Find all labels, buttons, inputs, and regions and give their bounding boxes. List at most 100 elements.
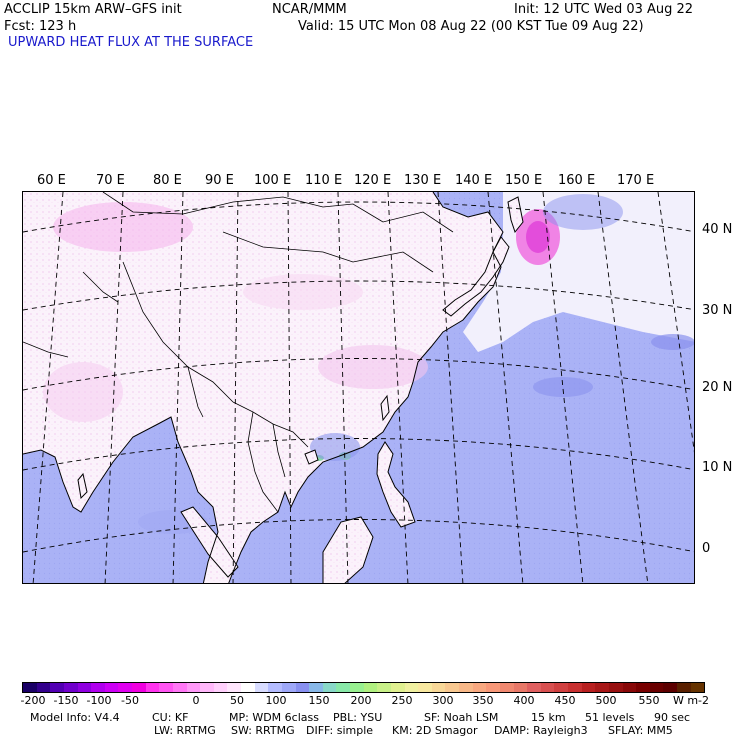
model-info-item: SFLAY: MM5 — [608, 724, 673, 737]
colorbar-swatch — [499, 683, 514, 692]
colorbar-tick: -150 — [53, 694, 79, 707]
land-flux-patch — [43, 362, 123, 422]
colorbar-swatch — [227, 683, 241, 692]
colorbar-swatch — [77, 683, 92, 692]
colorbar-swatch — [513, 683, 528, 692]
lon-label: 60 E — [37, 173, 66, 188]
colorbar-tick: 200 — [350, 694, 372, 707]
colorbar-swatch — [322, 683, 337, 692]
island-sakhalin — [507, 196, 524, 234]
lon-label: 160 E — [558, 173, 596, 188]
colorbar — [22, 682, 705, 693]
colorbar-swatch — [23, 683, 37, 692]
colorbar-swatch — [377, 683, 391, 692]
flux-hotspot-core — [526, 221, 550, 253]
colorbar-swatch — [581, 683, 596, 692]
model-info-item: Model Info: V4.4 — [30, 711, 120, 724]
island-borneo — [322, 516, 374, 583]
lon-label: 100 E — [254, 173, 292, 188]
colorbar-swatch — [241, 683, 255, 692]
model-info-item: KM: 2D Smagor — [392, 724, 478, 737]
graticule — [23, 192, 694, 583]
model-info-item: SW: RRTMG — [231, 724, 295, 737]
lat-label: 0 — [702, 541, 711, 556]
forecast-hour: Fcst: 123 h — [4, 19, 77, 34]
lat-label: 30 N — [702, 303, 733, 318]
colorbar-swatch — [336, 683, 350, 692]
flux-blue-patch — [543, 194, 623, 230]
colorbar-tick: 500 — [595, 694, 617, 707]
colorbar-tick: 150 — [308, 694, 330, 707]
colorbar-swatch — [254, 683, 269, 692]
lon-label: 80 E — [153, 173, 182, 188]
colorbar-swatch — [663, 683, 677, 692]
colorbar-unit: W m-2 — [672, 694, 710, 707]
colorbar-swatch — [622, 683, 637, 692]
model-info-item: PBL: YSU — [333, 711, 383, 724]
colorbar-swatch — [404, 683, 419, 692]
colorbar-tick: 400 — [513, 694, 535, 707]
model-info-item: DIFF: simple — [306, 724, 374, 737]
valid-time: Valid: 15 UTC Mon 08 Aug 22 (00 KST Tue … — [298, 19, 644, 34]
colorbar-swatch — [132, 683, 146, 692]
model-info-item: MP: WDM 6class — [229, 711, 319, 724]
colorbar-tick: 50 — [230, 694, 244, 707]
lon-label: 130 E — [404, 173, 442, 188]
colorbar-swatch — [595, 683, 609, 692]
colorbar-swatch — [636, 683, 650, 692]
colorbar-tick: 250 — [391, 694, 413, 707]
colorbar-swatch — [63, 683, 78, 692]
colorbar-swatch — [472, 683, 487, 692]
colorbar-swatch — [104, 683, 119, 692]
land-flux-patch — [53, 202, 193, 252]
colorbar-swatch — [690, 683, 705, 692]
colorbar-swatch — [568, 683, 582, 692]
model-title: ACCLIP 15km ARW–GFS init — [4, 2, 182, 17]
lat-label: 10 N — [702, 460, 733, 475]
flux-blue-patch — [533, 377, 593, 397]
colorbar-swatch — [268, 683, 282, 692]
colorbar-swatch — [309, 683, 323, 692]
model-info-item: 51 levels — [585, 711, 635, 724]
flux-blue-patch — [651, 334, 694, 350]
lon-label: 110 E — [305, 173, 343, 188]
colorbar-swatch — [486, 683, 500, 692]
colorbar-swatch — [36, 683, 51, 692]
colorbar-swatch — [431, 683, 446, 692]
colorbar-swatch — [527, 683, 541, 692]
colorbar-tick: 450 — [554, 694, 576, 707]
land-flux-patch — [318, 345, 428, 389]
colorbar-swatch — [295, 683, 310, 692]
colorbar-swatch — [172, 683, 187, 692]
colorbar-swatch — [677, 683, 691, 692]
colorbar-swatch — [554, 683, 568, 692]
field-title: UPWARD HEAT FLUX AT THE SURFACE — [8, 35, 254, 50]
colorbar-swatch — [350, 683, 364, 692]
island-sumatra — [180, 506, 239, 578]
colorbar-tick: -100 — [86, 694, 112, 707]
flux-map — [22, 191, 695, 584]
colorbar-swatch — [390, 683, 405, 692]
island-japan — [442, 236, 510, 317]
colorbar-swatch — [649, 683, 664, 692]
lat-label: 40 N — [702, 222, 733, 237]
island-srilanka — [77, 472, 88, 500]
colorbar-tick: 300 — [432, 694, 454, 707]
colorbar-swatch — [213, 683, 228, 692]
lon-label: 140 E — [455, 173, 493, 188]
lon-label: 170 E — [617, 173, 655, 188]
island-taiwan — [380, 394, 390, 422]
land-flux-patch — [243, 274, 363, 310]
colorbar-tick: -50 — [121, 694, 139, 707]
lat-label: 20 N — [702, 380, 733, 395]
lon-label: 70 E — [96, 173, 125, 188]
colorbar-swatch — [281, 683, 296, 692]
colorbar-swatch — [91, 683, 105, 692]
colorbar-swatch — [540, 683, 555, 692]
colorbar-swatch — [145, 683, 160, 692]
model-info-item: 15 km — [531, 711, 566, 724]
colorbar-swatch — [159, 683, 173, 692]
land-asia — [23, 192, 503, 583]
colorbar-swatch — [200, 683, 214, 692]
island-hainan — [304, 449, 319, 465]
